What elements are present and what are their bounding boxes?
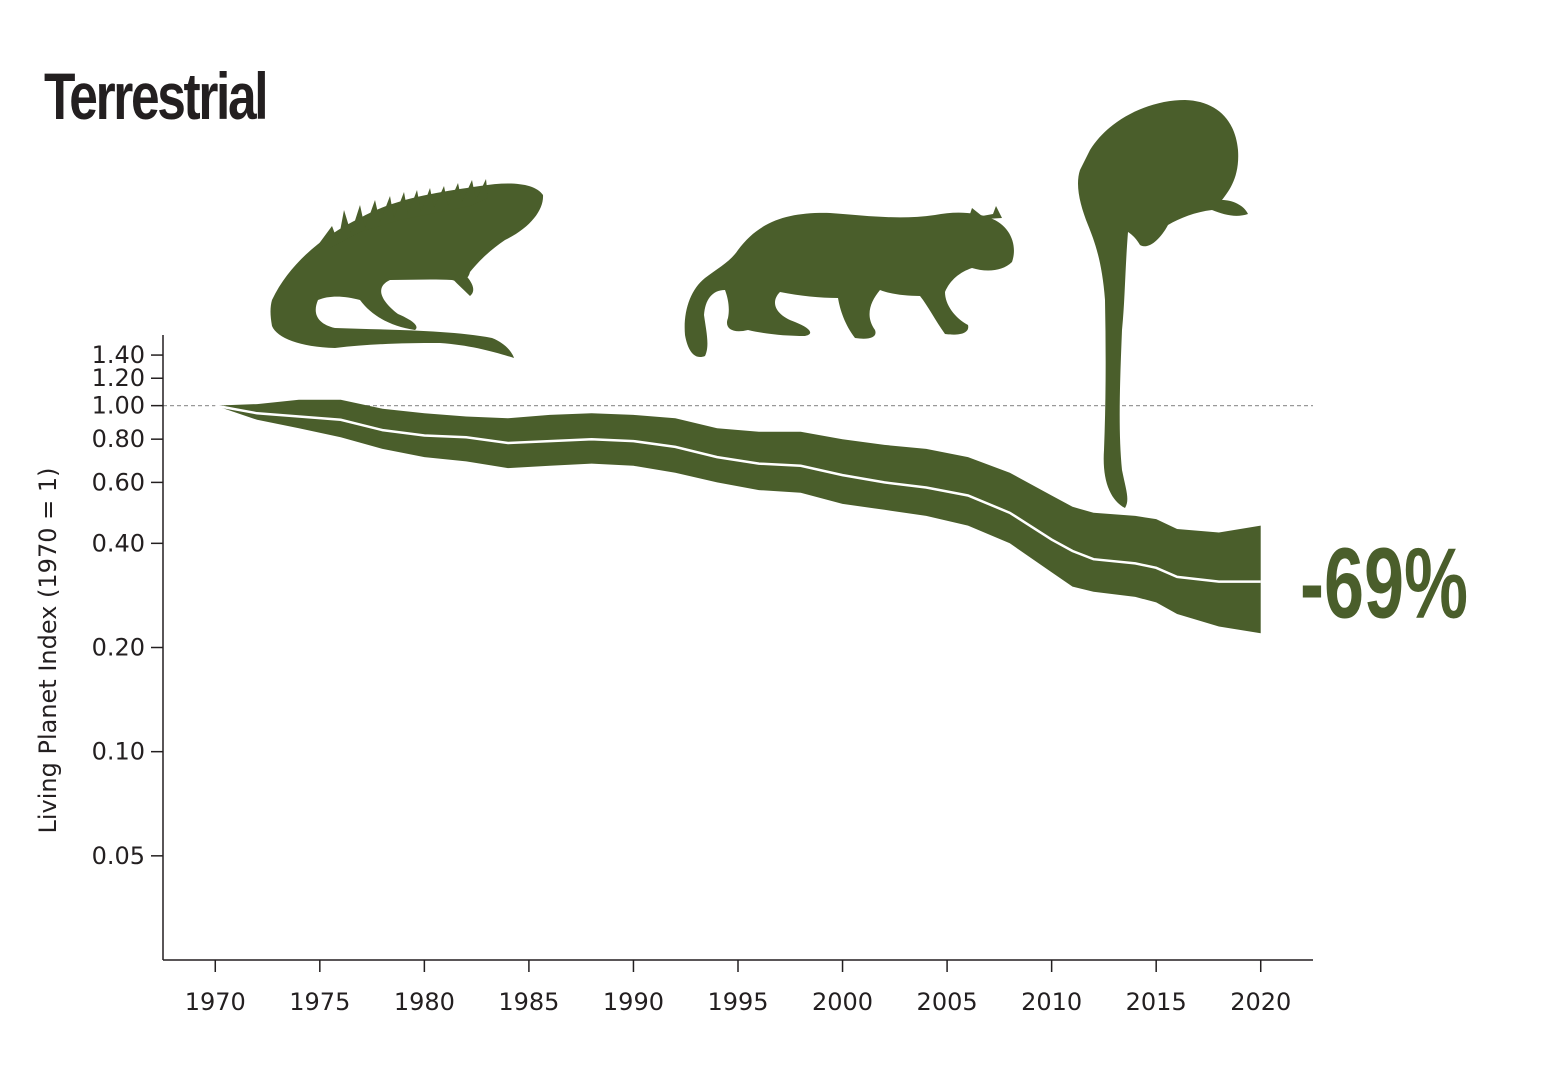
y-tick-label: 0.05	[92, 842, 145, 870]
x-tick-label: 2000	[812, 988, 873, 1016]
y-tick-label: 1.40	[92, 341, 145, 369]
y-tick-label: 0.10	[92, 738, 145, 766]
tamarin-silhouette	[1077, 100, 1248, 508]
y-tick-label: 0.80	[92, 425, 145, 453]
y-tick-label: 0.20	[92, 634, 145, 662]
x-tick-label: 2015	[1126, 988, 1187, 1016]
x-tick-label: 1990	[603, 988, 664, 1016]
x-tick-label: 2005	[917, 988, 978, 1016]
y-axis-label: Living Planet Index (1970 = 1)	[34, 468, 62, 834]
x-tick-label: 2010	[1021, 988, 1082, 1016]
x-tick-label: 2020	[1230, 988, 1291, 1016]
chart-title: Terrestrial	[44, 59, 269, 133]
iguana-silhouette	[270, 179, 544, 358]
index-line	[215, 404, 1261, 583]
plot-layer: 1.401.201.00 0.80 0.60 0.40 0.20 0.10 0.05 1970…	[34, 335, 1468, 1016]
percent-change-label: -69%	[1300, 528, 1468, 639]
y-tick-label: 1.20	[92, 364, 145, 392]
x-tick-label: 1975	[289, 988, 350, 1016]
y-tick-label: 1.00	[92, 392, 145, 420]
x-tick-label: 1980	[394, 988, 455, 1016]
y-tick-label: 0.60	[92, 468, 145, 496]
wild-cat-silhouette	[684, 206, 1014, 358]
x-tick-label: 1985	[498, 988, 559, 1016]
confidence-band	[215, 399, 1261, 634]
x-tick-label: 1970	[185, 988, 246, 1016]
x-tick-label: 1995	[707, 988, 768, 1016]
y-tick-label: 0.40	[92, 529, 145, 557]
